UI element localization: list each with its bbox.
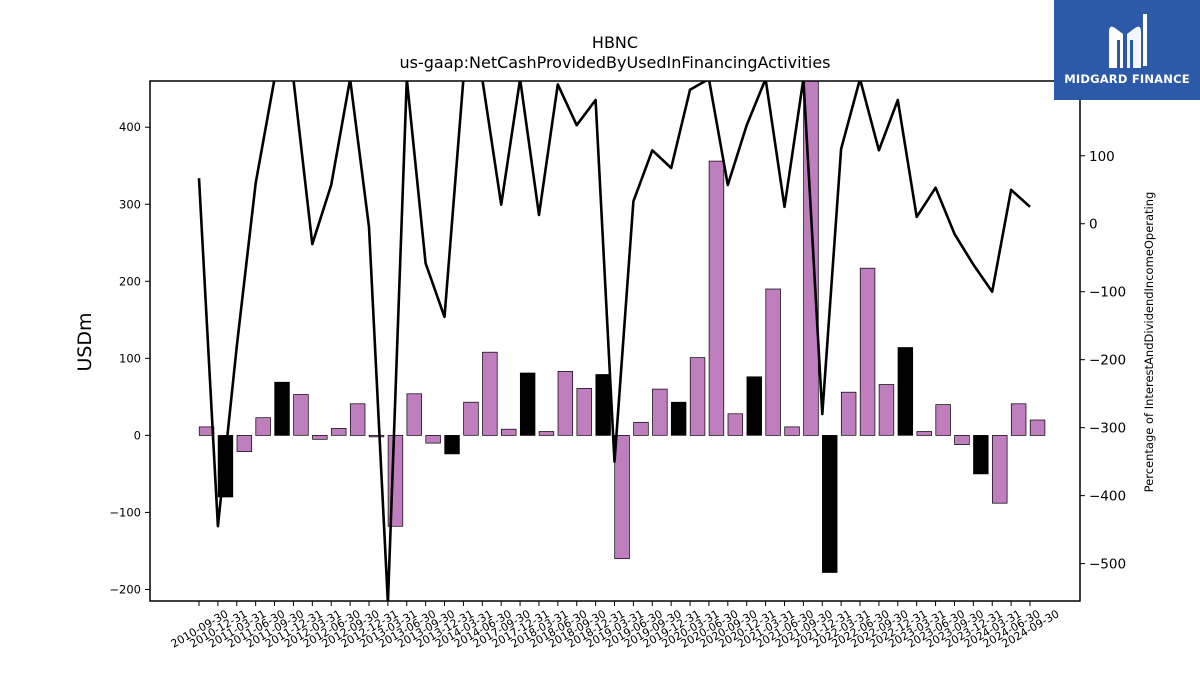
chart-subtitle: us-gaap:NetCashProvidedByUsedInFinancing… [399,53,830,72]
bar-series [198,80,1046,573]
logo-wordmark: MIDGARD FINANCE [1064,72,1190,86]
y-axis-right: −500 −400 −300 −200 −100 0 100 [1080,149,1126,573]
bar-2013-06-30 [406,393,422,436]
y-tick-label: 300 [119,197,141,211]
y2-tick-label: 0 [1089,217,1098,233]
bar-2014-06-30 [482,351,498,436]
y2-tick-label: −200 [1089,353,1126,369]
y-tick-label: 0 [134,428,141,442]
y2-tick-label: 100 [1089,149,1115,165]
bar-2023-03-31 [916,431,932,436]
bar-2019-06-30 [633,421,649,436]
bar-2013-12-31 [444,435,460,455]
y2-tick-label: −500 [1089,557,1126,573]
line-series [197,81,1031,601]
bar-2020-09-30 [727,413,744,436]
bar-2014-03-31 [463,401,479,436]
bar-2011-03-31 [236,435,253,452]
brand-logo: MIDGARD FINANCE [1054,0,1200,100]
bar-2023-06-30 [935,404,951,436]
bar-2022-06-30 [859,267,876,436]
y-tick-label: −100 [109,505,141,519]
bar-2023-12-31 [973,435,989,475]
bar-2018-09-30 [576,388,592,436]
y-axis-left: −200 −100 0 100 200 300 400 [109,120,150,596]
y-tick-label: 100 [119,351,141,365]
y2-tick-label: −100 [1089,285,1126,301]
bar-2011-09-30 [274,381,290,436]
bar-2021-03-31 [765,288,781,436]
bar-2022-12-31 [897,347,914,436]
y-axis-label: USDm [74,312,96,371]
y2-tick-label: −400 [1089,489,1126,505]
bar-2012-12-31 [368,435,385,438]
bar-2022-09-30 [878,384,895,436]
y-tick-label: 200 [119,274,141,288]
bar-2017-09-30 [501,428,517,436]
bar-2018-06-30 [557,371,574,436]
bar-2022-03-31 [840,391,857,436]
bar-2019-09-30 [652,388,668,436]
chart-title: HBNC [592,33,638,52]
bar-2011-12-31 [293,394,309,436]
y-tick-label: −200 [109,582,141,596]
bar-2024-09-30 [1029,419,1046,436]
bar-2020-03-31 [689,357,706,436]
midgard-logo-icon [1109,14,1147,69]
bar-2021-06-30 [784,426,800,436]
bar-2018-03-31 [538,431,555,436]
bar-2023-09-30 [954,435,970,445]
y2-axis-label: Percentage of InterestAndDividendIncomeO… [1142,192,1156,493]
x-axis: 2010-09-302010-12-312011-03-312011-06-30… [169,601,1062,651]
bar-2021-12-31 [822,435,838,573]
line-series-path [197,81,1031,601]
bar-2019-12-31 [670,401,687,436]
bar-2012-03-31 [312,435,328,440]
bar-2024-03-31 [992,435,1008,504]
y2-tick-label: −300 [1089,421,1126,437]
y-tick-label: 400 [119,120,141,134]
bar-2012-09-30 [349,403,366,436]
bar-2011-06-30 [255,417,271,436]
bar-2013-09-30 [425,435,441,444]
bar-2012-06-30 [331,428,347,436]
bar-2018-12-31 [595,374,611,436]
bar-2024-06-30 [1010,403,1027,436]
bar-2019-03-31 [614,435,630,560]
bar-2017-12-31 [519,372,536,436]
bar-2020-12-31 [746,376,762,436]
bar-2020-06-30 [708,160,725,436]
